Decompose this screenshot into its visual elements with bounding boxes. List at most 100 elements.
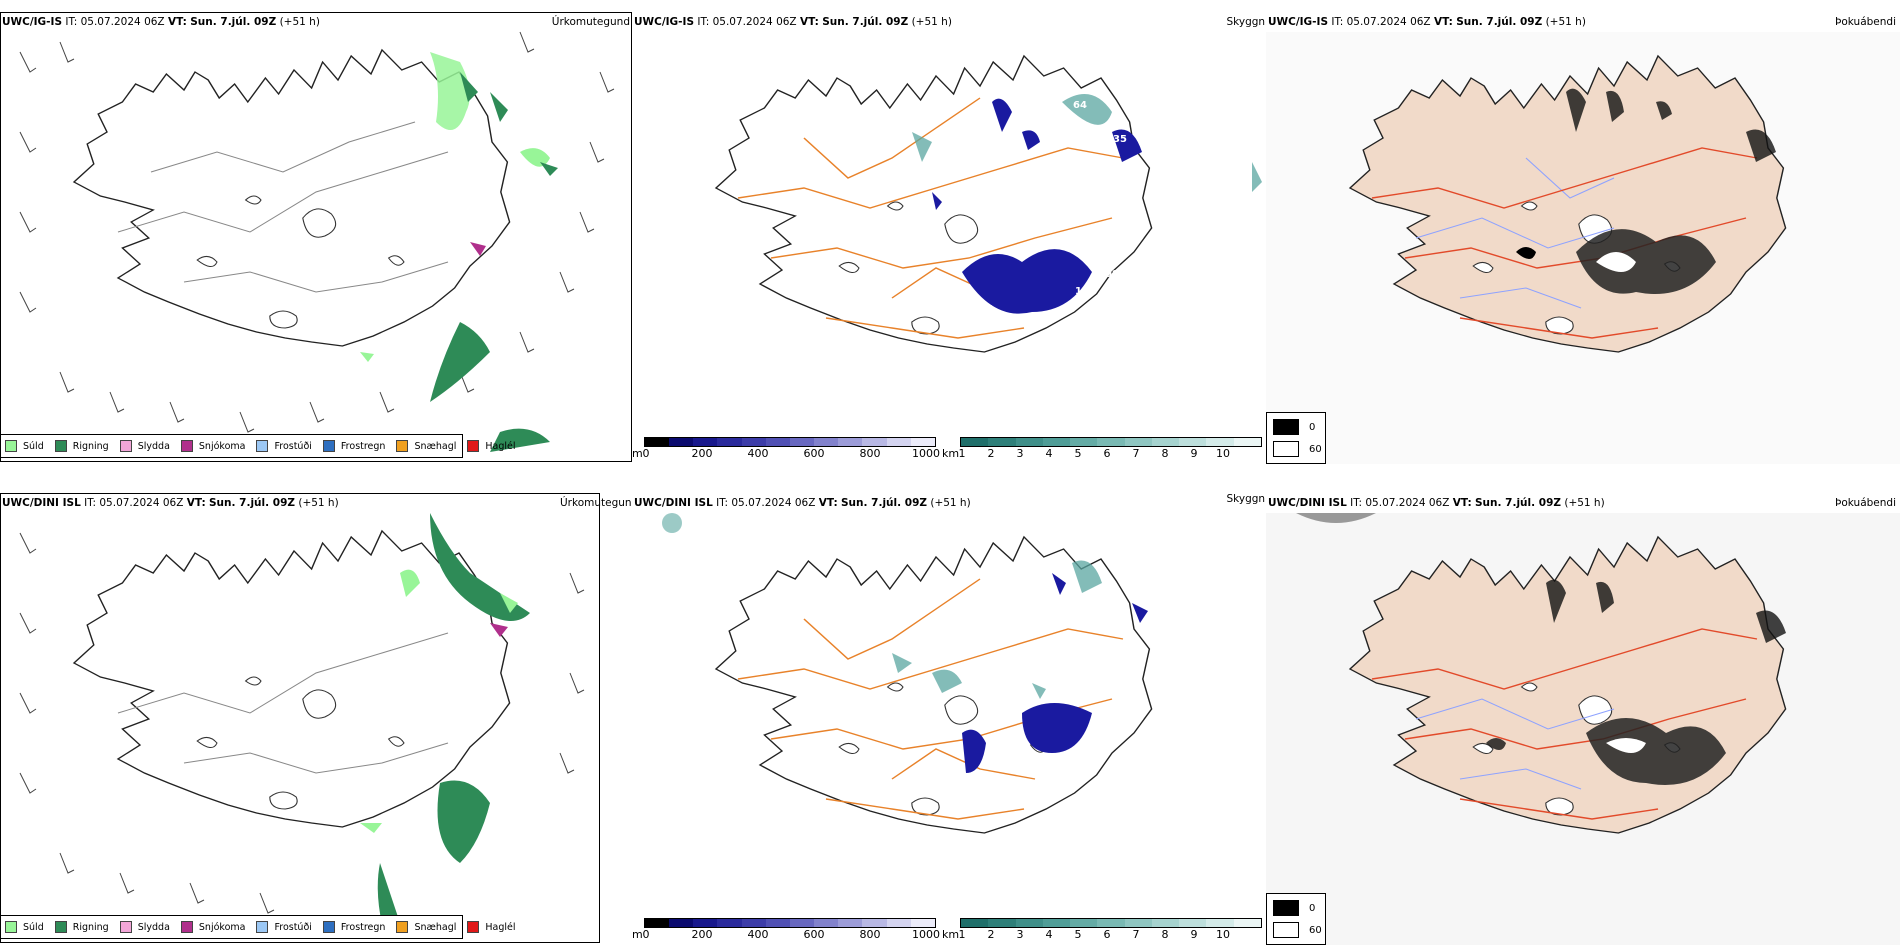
colorbar-cell [789,438,815,446]
cloud-peak-label: 15 [976,194,990,205]
cloud-base-colorbar: m 0 200 400 600 800 1000 [632,918,940,942]
colorbar-tick: 2 [987,928,995,941]
colorbar-tick: 5 [1074,447,1082,460]
colorbar-tick: 4 [1045,447,1053,460]
colorbar-tick: 1000 [912,928,940,941]
colorbar-cell [961,919,989,927]
fog-legend: 0 60 [1266,412,1326,464]
legend-item: Súld [5,921,44,933]
colorbar-tick: 9 [1190,447,1198,460]
visibility-colorbar: km 1 2 3 4 5 6 7 8 9 10 [942,918,1272,942]
colorbar-cell [1097,919,1125,927]
legend-item: Rigning [54,921,109,933]
cloud-peak-label: 64 [1073,100,1087,111]
cloud-peak-label: 108 [989,789,1010,800]
colorbar-cell [910,919,935,927]
panel-title: Skyggni [1226,493,1269,505]
fog-legend: 0 60 [1266,893,1326,945]
colorbar-tick: 0 [642,928,650,941]
cloud-peak-label: 62 [980,815,994,826]
panel-title: Skyggni [1226,16,1269,28]
precip-map-panel-1: UWC/IG-IS IT: 05.07.2024 06Z VT: Sun. 7.… [0,12,634,464]
visibility-map [662,513,1153,834]
colorbar-tick: 9 [1190,928,1198,941]
colorbar-cell [814,919,839,927]
visibility-cells [960,437,1262,447]
visibility-map [715,55,1262,353]
colorbar-tick: 3 [1016,928,1024,941]
colorbar-tick: 6 [1103,928,1111,941]
iceland-outline [73,49,511,347]
run-header: UWC/DINI ISL IT: 05.07.2024 06Z VT: Sun.… [1268,497,1605,509]
colorbar-cell [765,919,790,927]
run-header: UWC/IG-IS IT: 05.07.2024 06Z VT: Sun. 7.… [2,16,320,28]
legend-item: Rigning [54,440,109,452]
colorbar-cell [1206,438,1234,446]
precip-map-frame [0,493,600,943]
colorbar-cell [741,438,766,446]
iceland-outline [715,55,1153,353]
colorbar-cell [765,438,790,446]
cloud-peak-label: 123 [1075,286,1096,297]
visibility-areas [912,94,1262,192]
cloud-peak-label: 108 [1098,269,1119,280]
colorbar-cell [741,919,766,927]
colorbar-cell [910,438,935,446]
legend-item: Haglél [467,440,516,452]
colorbar-cell [862,438,887,446]
colorbar-cell [1015,438,1043,446]
visibility-cells [960,918,1262,928]
colorbar-tick: 8 [1161,447,1169,460]
colorbar-cell [669,438,694,446]
iceland-outline [1349,55,1787,353]
cloud-peak-label: 76 [979,304,993,315]
cloud-base-colorbar: m 0 200 400 600 800 1000 [632,437,940,461]
colorbar-cell [669,919,694,927]
colorbar-cell [717,919,742,927]
colorbar-cell [645,438,670,446]
colorbar-cell [838,438,863,446]
colorbar-cell [862,919,887,927]
colorbar-tick: 400 [747,928,769,941]
cloud-base-areas [932,98,1142,314]
fog-map-panel-2: UWC/DINI ISL IT: 05.07.2024 06Z VT: Sun.… [1266,493,1900,945]
legend-item: Snæhagl [396,921,456,933]
colorbar-tick: 800 [859,447,881,460]
colorbar-cell [1042,919,1071,927]
precip-type-map [19,513,585,933]
colorbar-tick: 800 [859,928,881,941]
colorbar-cell [1151,438,1180,446]
run-header: UWC/DINI ISL IT: 05.07.2024 06Z VT: Sun.… [2,497,339,509]
wind-barbs [19,31,615,433]
cloud-peak-label: 11 [1138,597,1152,608]
colorbar-tick: 400 [747,447,769,460]
legend-item: Frostúði [256,440,312,452]
precip-type-map [19,31,615,452]
colorbar-cell [1179,919,1207,927]
colorbar-cell [693,438,718,446]
colorbar-cell [1097,438,1125,446]
colorbar-tick: 1 [958,928,966,941]
visibility-colorbar: km 1 2 3 4 5 6 7 8 9 10 [942,437,1272,461]
colorbar-tick: 200 [691,447,713,460]
colorbar-cell [1015,919,1043,927]
visibility-map-panel-1: UWC/IG-IS IT: 05.07.2024 06Z VT: Sun. 7.… [632,12,1268,464]
fog-map-panel-1: UWC/IG-IS IT: 05.07.2024 06Z VT: Sun. 7.… [1266,12,1900,464]
cloud-base-cells [644,918,936,928]
colorbar-cell [1151,919,1180,927]
colorbar-tick: 7 [1132,928,1140,941]
colorbar-cell [717,438,742,446]
run-header: UWC/IG-IS IT: 05.07.2024 06Z VT: Sun. 7.… [1268,16,1586,28]
colorbar-tick: 600 [803,447,825,460]
legend-item: Frostregn [322,921,385,933]
colorbar-cell [1070,919,1098,927]
precip-map-panel-2: UWC/DINI ISL IT: 05.07.2024 06Z VT: Sun.… [0,493,638,945]
precip-legend: Súld Rigning Slydda Snjókoma Frostúði Fr… [0,915,516,939]
legend-item: Slydda [119,921,170,933]
colorbar-cell [1124,438,1152,446]
cloud-peak-label: 12 [990,180,1004,191]
colorbar-tick: 1000 [912,447,940,460]
fog-areas [1516,88,1776,294]
legend-item: Haglél [467,921,516,933]
